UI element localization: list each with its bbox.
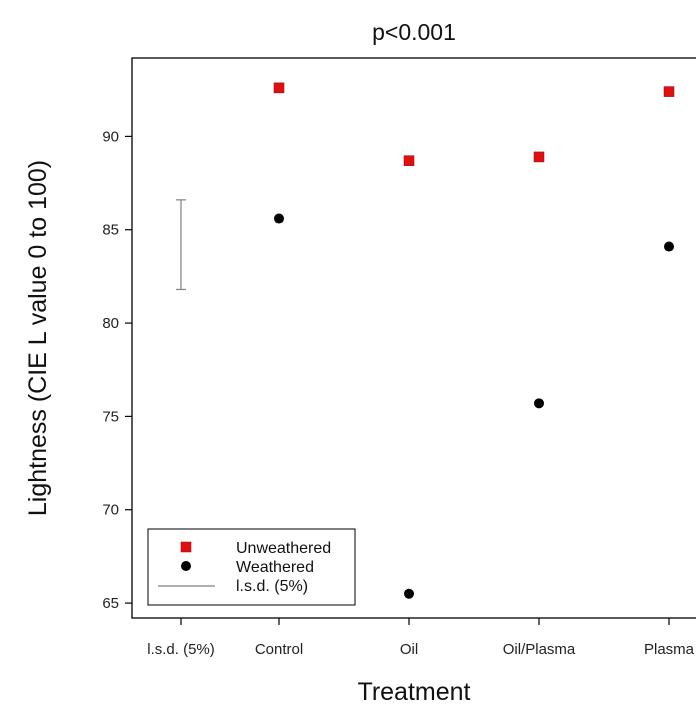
legend-weathered-label: Weathered bbox=[236, 559, 314, 576]
chart-title: p<0.001 bbox=[372, 19, 456, 45]
y-tick-label: 65 bbox=[102, 595, 119, 612]
x-axis: l.s.d. (5%) Control Oil Oil/Plasma Plasma bbox=[147, 618, 695, 658]
x-tick-label: Plasma bbox=[644, 641, 695, 658]
x-tick-label: Oil/Plasma bbox=[503, 641, 576, 658]
y-tick-label: 75 bbox=[102, 408, 119, 425]
legend: Unweathered Weathered l.s.d. (5%) bbox=[147, 528, 356, 606]
legend-lsd-label: l.s.d. (5%) bbox=[236, 578, 308, 595]
legend-weathered-marker bbox=[181, 561, 191, 571]
data-points-layer bbox=[273, 82, 675, 599]
y-tick-label: 90 bbox=[102, 128, 119, 145]
y-axis-title: Lightness (CIE L value 0 to 100) bbox=[24, 160, 52, 516]
point-unweathered bbox=[403, 155, 415, 166]
lsd-bar-layer bbox=[176, 199, 186, 291]
point-unweathered bbox=[533, 151, 545, 163]
point-unweathered bbox=[663, 86, 675, 97]
point-weathered bbox=[274, 213, 284, 224]
x-tick-label: Control bbox=[255, 641, 303, 658]
y-axis: 65 70 75 80 85 90 bbox=[102, 128, 132, 612]
point-unweathered bbox=[273, 82, 285, 94]
y-tick-label: 70 bbox=[102, 502, 119, 519]
legend-unweathered-marker bbox=[180, 541, 192, 553]
y-tick-label: 80 bbox=[102, 315, 119, 332]
point-weathered bbox=[404, 588, 414, 599]
x-tick-label: Oil bbox=[400, 641, 418, 658]
point-weathered bbox=[664, 241, 674, 252]
legend-unweathered-label: Unweathered bbox=[236, 540, 331, 557]
plot-frame bbox=[131, 57, 696, 619]
x-axis-title: Treatment bbox=[357, 678, 470, 706]
point-weathered bbox=[534, 398, 544, 409]
x-tick-label: l.s.d. (5%) bbox=[147, 641, 215, 658]
y-tick-label: 85 bbox=[102, 222, 119, 239]
